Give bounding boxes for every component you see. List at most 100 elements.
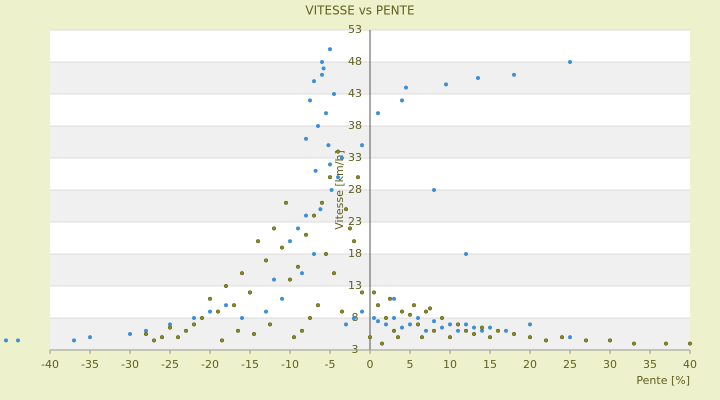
data-point — [327, 162, 333, 167]
data-point — [207, 309, 213, 314]
data-point — [567, 335, 573, 340]
data-point — [283, 200, 289, 205]
x-tick-label: -10 — [281, 358, 299, 371]
data-point — [323, 251, 329, 257]
data-point — [318, 207, 323, 212]
data-point — [411, 303, 417, 308]
data-point — [583, 338, 589, 343]
data-point — [311, 251, 317, 257]
data-point — [167, 325, 173, 330]
x-tick-label: 35 — [643, 358, 657, 371]
y-tick-label: 13 — [348, 279, 362, 292]
data-point — [407, 312, 413, 317]
x-axis-title: Pente [%] — [636, 374, 690, 387]
data-point — [383, 315, 389, 321]
y-tick-label: 18 — [348, 247, 362, 260]
data-point — [327, 47, 333, 52]
data-point — [407, 322, 413, 327]
data-point — [359, 143, 365, 148]
y-tick-label: 38 — [348, 119, 362, 132]
data-point — [343, 207, 349, 212]
y-tick-label: 48 — [348, 55, 362, 68]
data-point — [303, 213, 309, 218]
y-tick-label: 43 — [348, 87, 362, 100]
data-point — [207, 296, 213, 301]
data-point — [399, 98, 405, 103]
data-point — [321, 66, 326, 71]
data-point — [311, 79, 317, 84]
data-point — [391, 328, 397, 333]
data-point — [231, 303, 237, 308]
data-point — [439, 325, 445, 330]
data-point — [223, 303, 229, 308]
data-point — [263, 258, 269, 263]
data-point — [219, 338, 225, 343]
x-tick-label: -30 — [121, 358, 139, 371]
data-point — [3, 338, 9, 343]
data-point — [319, 59, 325, 65]
data-point — [527, 335, 533, 340]
data-point — [471, 325, 477, 330]
data-point — [567, 59, 573, 65]
data-point — [223, 283, 229, 289]
data-point — [455, 328, 461, 333]
data-point — [199, 315, 205, 321]
data-point — [343, 322, 349, 327]
data-point — [323, 111, 329, 116]
data-point — [399, 309, 405, 314]
data-point — [295, 264, 301, 269]
data-point — [607, 338, 613, 343]
data-point — [527, 322, 533, 327]
x-tick-label: -5 — [325, 358, 336, 371]
x-tick-label: 20 — [523, 358, 537, 371]
data-point — [247, 290, 253, 295]
data-point — [543, 338, 549, 343]
data-point — [479, 325, 485, 330]
data-point — [183, 328, 189, 333]
x-tick-label: 5 — [407, 358, 414, 371]
chart-title: VITESSE vs PENTE — [305, 4, 414, 18]
data-point — [303, 232, 309, 237]
data-point — [431, 328, 437, 333]
data-point — [443, 82, 449, 87]
data-point — [335, 149, 341, 154]
data-point — [475, 75, 481, 81]
data-point — [267, 322, 273, 327]
x-tick-label: 0 — [367, 358, 374, 371]
data-point — [87, 335, 93, 340]
data-point — [291, 335, 297, 340]
data-point — [279, 296, 285, 301]
data-point — [295, 226, 301, 231]
data-point — [463, 322, 469, 327]
data-point — [331, 271, 337, 276]
data-point — [359, 290, 365, 295]
x-tick-label: 10 — [443, 358, 457, 371]
y-tick-label: 33 — [348, 151, 362, 164]
data-point — [415, 315, 421, 321]
data-point — [395, 335, 401, 340]
data-point — [511, 72, 517, 77]
data-point — [191, 322, 197, 327]
data-point — [351, 315, 357, 321]
data-point — [559, 335, 565, 340]
data-point — [215, 309, 221, 314]
data-point — [391, 296, 397, 301]
data-point — [427, 306, 433, 311]
data-point — [391, 315, 397, 321]
data-point — [447, 322, 453, 327]
data-point — [371, 290, 377, 295]
data-point — [487, 335, 493, 340]
data-point — [687, 341, 693, 346]
data-point — [367, 335, 373, 340]
y-axis-title: Vitesse [km/h] — [333, 150, 346, 230]
data-point — [431, 319, 437, 324]
data-point — [399, 325, 405, 330]
data-point — [439, 315, 445, 321]
data-point — [423, 309, 429, 314]
x-tick-label: -15 — [241, 358, 259, 371]
y-tick-label: 28 — [348, 183, 362, 196]
data-point — [251, 331, 257, 337]
data-point — [299, 328, 305, 333]
data-point — [263, 309, 269, 314]
